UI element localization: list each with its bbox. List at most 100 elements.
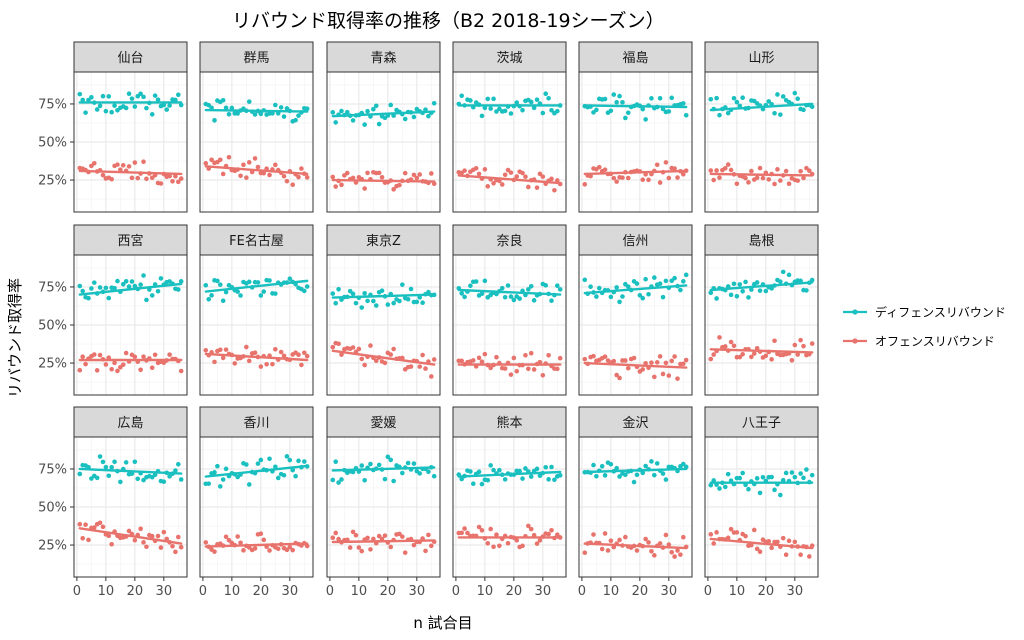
offense-point bbox=[203, 161, 209, 166]
offense-point bbox=[476, 524, 482, 530]
defense-point bbox=[408, 286, 414, 292]
defense-trend-line bbox=[331, 466, 436, 472]
offense-point bbox=[426, 532, 431, 538]
facet-strip bbox=[73, 41, 188, 73]
defense-point bbox=[112, 285, 117, 291]
offense-point bbox=[462, 168, 467, 173]
defense-point bbox=[347, 288, 353, 294]
defense-point bbox=[783, 470, 789, 476]
facet-strip-label: 群馬 bbox=[243, 51, 269, 66]
defense-point bbox=[206, 297, 211, 302]
defense-point bbox=[468, 469, 473, 474]
defense-point bbox=[106, 94, 112, 99]
offense-point bbox=[614, 179, 619, 184]
defense-point bbox=[103, 285, 109, 291]
offense-point bbox=[649, 360, 654, 365]
defense-point bbox=[359, 463, 365, 468]
facet-strip-label: 青森 bbox=[370, 51, 396, 66]
defense-point bbox=[293, 117, 298, 123]
offense-point bbox=[284, 547, 290, 553]
y-tick-label: 50% bbox=[38, 136, 67, 151]
x-tick-label: 0 bbox=[704, 584, 712, 599]
facet-strip-label: 愛媛 bbox=[370, 416, 396, 431]
defense-point bbox=[376, 121, 382, 127]
defense-point bbox=[620, 294, 625, 299]
defense-point bbox=[161, 479, 167, 484]
offense-point bbox=[400, 534, 405, 539]
offense-point bbox=[149, 533, 155, 539]
offense-point bbox=[350, 345, 356, 350]
offense-point bbox=[681, 171, 686, 177]
x-tick-label: 10 bbox=[98, 584, 115, 599]
offense-point bbox=[411, 542, 417, 548]
offense-point bbox=[158, 545, 164, 550]
defense-point bbox=[103, 464, 109, 470]
offense-point bbox=[83, 522, 88, 527]
offense-point bbox=[356, 545, 362, 550]
defense-point bbox=[258, 457, 264, 463]
defense-point bbox=[238, 293, 243, 298]
defense-point bbox=[287, 457, 293, 463]
offense-point bbox=[258, 364, 264, 369]
defense-point bbox=[212, 118, 217, 123]
offense-point bbox=[663, 532, 669, 538]
defense-point bbox=[588, 284, 593, 289]
defense-point bbox=[760, 474, 766, 480]
offense-point bbox=[725, 535, 731, 541]
defense-point bbox=[502, 477, 508, 482]
offense-point bbox=[167, 173, 172, 179]
defense-point bbox=[106, 473, 112, 479]
x-tick-label: 0 bbox=[452, 584, 460, 599]
defense-point bbox=[152, 472, 158, 478]
panel-border bbox=[326, 254, 441, 396]
defense-point bbox=[388, 457, 394, 463]
facet-panel: 金沢 0 10 20 30 bbox=[578, 406, 693, 599]
defense-point bbox=[235, 111, 240, 116]
defense-point bbox=[620, 100, 625, 105]
offense-point bbox=[339, 352, 344, 357]
offense-point bbox=[132, 354, 138, 360]
offense-point bbox=[255, 164, 261, 170]
defense-point bbox=[223, 289, 229, 295]
defense-point bbox=[362, 477, 367, 483]
x-tick-label: 30 bbox=[535, 584, 552, 599]
offense-point bbox=[708, 532, 714, 537]
offense-point bbox=[672, 554, 677, 559]
defense-point bbox=[555, 283, 560, 288]
offense-point bbox=[77, 521, 83, 527]
facet-strip bbox=[326, 224, 441, 256]
defense-point bbox=[77, 283, 83, 289]
offense-point bbox=[267, 548, 272, 553]
offense-point bbox=[769, 357, 774, 362]
offense-point bbox=[591, 353, 596, 359]
offense-point bbox=[91, 160, 97, 166]
offense-point bbox=[241, 162, 246, 168]
facet-panel: 香川 0 10 20 30 bbox=[199, 406, 314, 599]
offense-point bbox=[485, 184, 491, 189]
offense-point bbox=[746, 180, 751, 185]
offense-point bbox=[109, 541, 114, 547]
offense-point bbox=[302, 350, 307, 356]
offense-point bbox=[132, 537, 138, 543]
defense-point bbox=[80, 288, 85, 294]
defense-point bbox=[135, 476, 141, 482]
defense-point bbox=[138, 91, 143, 97]
facet-strip-label: 西宮 bbox=[117, 233, 143, 249]
offense-point bbox=[537, 538, 543, 543]
defense-point bbox=[479, 481, 485, 487]
defense-point bbox=[468, 283, 473, 289]
defense-point bbox=[173, 468, 178, 473]
defense-point bbox=[86, 295, 91, 301]
defense-point bbox=[220, 298, 226, 304]
facet-panel: 愛媛 0 10 20 30 bbox=[326, 406, 441, 599]
defense-point bbox=[167, 103, 172, 108]
defense-point bbox=[772, 110, 777, 116]
defense-point bbox=[528, 99, 534, 105]
facet-strip-label: 八王子 bbox=[742, 416, 781, 431]
offense-point bbox=[376, 533, 382, 539]
defense-point bbox=[144, 297, 149, 303]
defense-point bbox=[649, 459, 654, 464]
offense-point bbox=[611, 175, 617, 181]
offense-point bbox=[772, 181, 777, 187]
